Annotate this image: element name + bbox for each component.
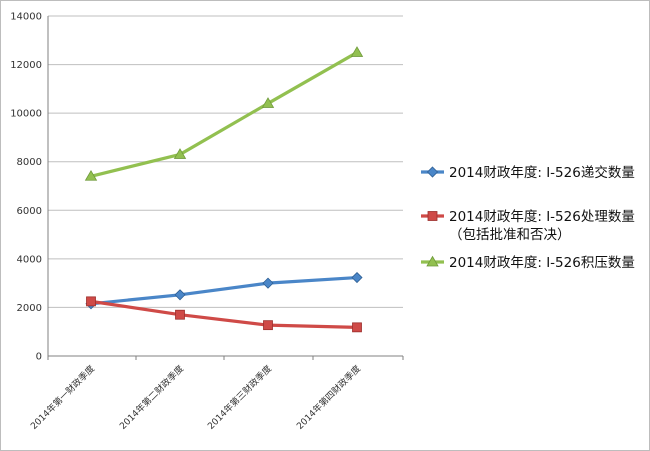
legend-label-1-line-1: （包括批准和否决） <box>449 227 571 243</box>
series-2-point-0 <box>84 169 98 181</box>
y-tick-label-4000: 4000 <box>17 254 42 265</box>
series-1-point-2 <box>263 320 273 331</box>
series-line-2 <box>89 50 359 178</box>
legend-swatch-marker-1 <box>427 211 438 221</box>
series-2-point-3 <box>350 46 364 57</box>
series-2-point-2 <box>261 97 275 108</box>
series-0-point-2 <box>262 277 274 289</box>
y-tick-label-10000: 10000 <box>10 109 42 120</box>
series-line-0 <box>89 275 359 306</box>
legend-swatch-marker-2 <box>426 255 439 267</box>
series-0-point-3 <box>351 271 363 284</box>
y-tick-label-0: 0 <box>36 352 42 363</box>
series-1-point-3 <box>352 322 362 333</box>
series-0-point-1 <box>174 289 186 301</box>
y-tick-label-8000: 8000 <box>17 157 42 168</box>
x-tick-label-2: 2014年第三财政季度 <box>205 363 274 432</box>
y-tick-label-6000: 6000 <box>17 206 42 217</box>
series-2-point-1 <box>173 148 187 159</box>
x-tick-label-1: 2014年第二财政季度 <box>117 363 186 432</box>
legend-label-1: 2014财政年度: I-526处理数量 <box>449 209 635 225</box>
y-tick-label-12000: 12000 <box>10 60 42 71</box>
plot-area <box>48 16 403 356</box>
x-tick-label-3: 2014年第四财政季度 <box>294 363 363 432</box>
x-tick-label-0: 2014年第一财政季度 <box>28 363 97 432</box>
legend-label-2: 2014财政年度: I-526积压数量 <box>449 255 635 271</box>
series-line-1 <box>89 299 359 329</box>
y-tick-label-2000: 2000 <box>17 303 42 314</box>
series-1-point-0 <box>86 296 96 307</box>
legend-swatch-marker-0 <box>426 166 439 178</box>
series-1-point-1 <box>175 309 185 320</box>
legend-label-0: 2014财政年度: I-526递交数量 <box>449 164 635 181</box>
y-tick-label-14000: 14000 <box>10 12 42 23</box>
